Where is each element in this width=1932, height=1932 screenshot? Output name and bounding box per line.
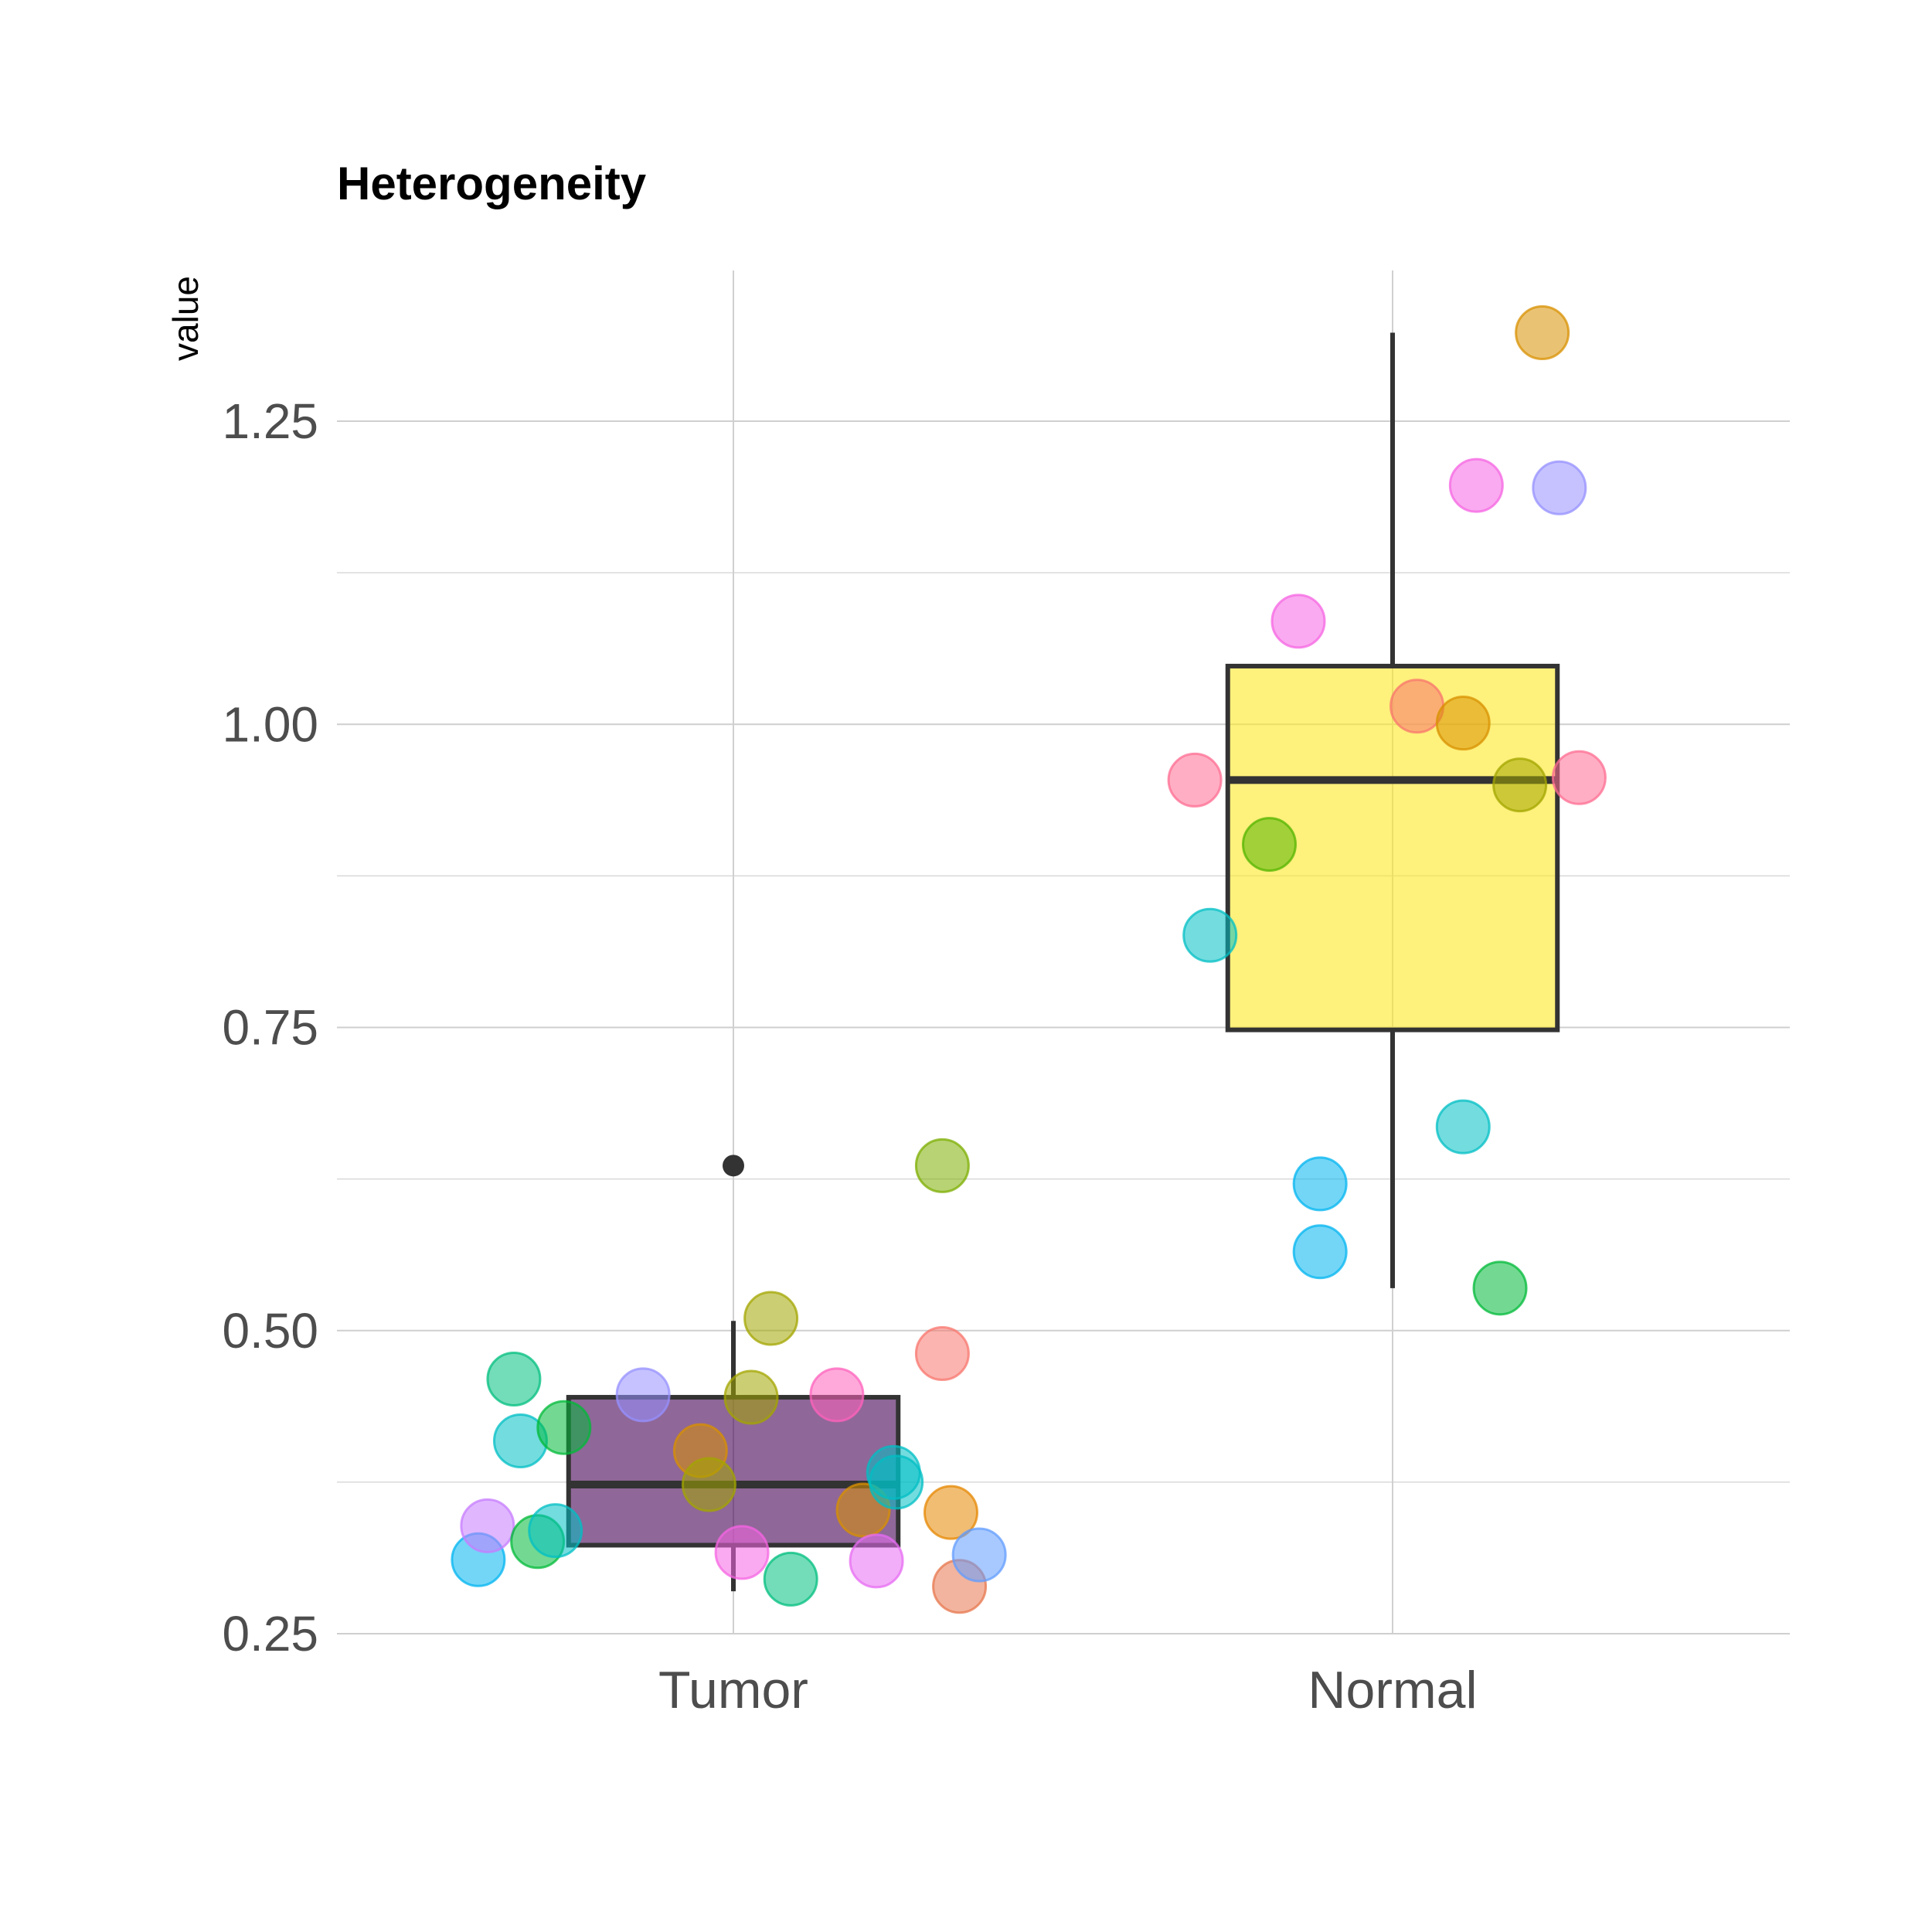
chart-title: Heterogeneity: [337, 158, 647, 209]
data-point: [1389, 679, 1445, 734]
y-tick-label: 1.00: [222, 696, 318, 752]
data-point: [528, 1503, 583, 1559]
data-point: [1292, 1224, 1348, 1280]
y-tick-label: 1.25: [222, 393, 318, 449]
data-point: [743, 1291, 799, 1346]
minor-gridlines: [337, 572, 1790, 1483]
data-point: [1182, 907, 1238, 963]
data-point: [1270, 594, 1326, 649]
x-tick-labels: Tumor Normal: [658, 1661, 1478, 1719]
data-point: [486, 1352, 542, 1407]
data-point: [849, 1533, 904, 1589]
data-point: [809, 1367, 865, 1423]
data-point: [460, 1498, 515, 1553]
data-point: [1448, 457, 1504, 513]
data-point: [1292, 1156, 1348, 1212]
data-point: [869, 1454, 924, 1510]
data-point: [1551, 750, 1607, 805]
data-point: [1435, 1099, 1491, 1155]
x-tick-label: Tumor: [658, 1661, 808, 1719]
data-point: [714, 1525, 770, 1580]
data-point: [1241, 817, 1297, 872]
x-tick-label: Normal: [1308, 1661, 1477, 1719]
data-point: [1532, 460, 1587, 515]
data-point: [1435, 696, 1491, 751]
y-tick-label: 0.75: [222, 1000, 318, 1056]
y-axis-title: value: [165, 276, 206, 361]
data-point: [681, 1457, 736, 1512]
data-point: [1167, 752, 1223, 808]
data-point: [615, 1367, 671, 1423]
outlier-point: [723, 1155, 744, 1177]
boxes: [566, 332, 1560, 1592]
y-tick-label: 0.25: [222, 1606, 318, 1662]
data-point: [1515, 304, 1570, 360]
y-tick-label: 0.50: [222, 1303, 318, 1359]
data-point: [914, 1138, 970, 1193]
data-points: [451, 304, 1607, 1614]
y-tick-labels: 0.25 0.50 0.75 1.00 1.25: [222, 393, 318, 1662]
data-point: [923, 1485, 978, 1540]
data-point: [763, 1551, 818, 1607]
data-point: [1472, 1260, 1528, 1316]
data-point: [1492, 757, 1548, 813]
data-point: [951, 1527, 1007, 1583]
data-point: [536, 1400, 592, 1455]
box-normal: [1225, 332, 1560, 1288]
data-point: [723, 1369, 779, 1425]
data-point: [914, 1326, 970, 1382]
